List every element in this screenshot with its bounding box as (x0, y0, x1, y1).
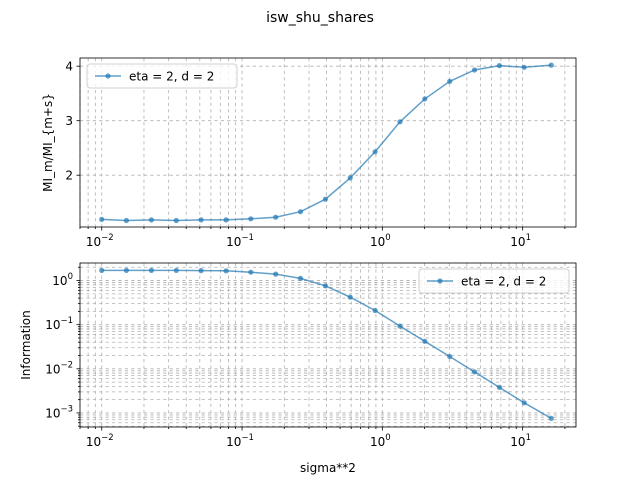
bottom-data-point (372, 307, 378, 314)
bottom-legend-box (418, 268, 570, 294)
bottom-data-point (273, 271, 279, 277)
bottom-data-point (496, 384, 502, 390)
top-data-point (521, 64, 527, 70)
top-legend-marker (105, 73, 111, 79)
top-plot-frame (79, 57, 577, 228)
top-data-point (397, 119, 403, 125)
bottom-x-axis-label: sigma**2 (300, 461, 356, 475)
bottom-data-point (397, 323, 403, 329)
top-data-point (248, 216, 254, 222)
bottom-x-tick-label: 101 (510, 433, 531, 449)
top-data-point (372, 149, 378, 155)
top-data-point (297, 209, 304, 215)
top-data-point (471, 67, 478, 73)
bottom-data-point (99, 267, 105, 273)
bottom-data-point (123, 267, 129, 273)
top-chart-panel: 10−2 10−1 100 101 2 3 4 MI_m/MI_{m+s} eta = 2, d… (41, 57, 577, 249)
top-data-point (273, 214, 279, 220)
top-data-point (548, 62, 554, 68)
top-data-point (322, 196, 328, 202)
bottom-x-tick-label: 100 (370, 433, 391, 449)
bottom-x-tick-label: 10−2 (86, 433, 114, 449)
bottom-legend-label: eta = 2, d = 2 (461, 275, 546, 289)
bottom-x-tick-label: 10−1 (226, 433, 254, 449)
top-data-point (148, 217, 154, 223)
top-data-point (123, 217, 129, 224)
top-x-tick-label: 10−2 (86, 233, 114, 249)
top-data-point (198, 217, 204, 223)
bottom-chart-panel: 10−2 10−1 100 101 10−3 10−2 10−1 100 Information… (19, 262, 577, 475)
bottom-data-point (347, 294, 353, 300)
bottom-data-point (548, 415, 554, 421)
bottom-data-point (422, 338, 428, 344)
top-y-tick-label: 2 (65, 169, 73, 183)
top-y-axis-label: MI_m/MI_{m+s} (41, 93, 55, 192)
top-data-point (223, 217, 229, 223)
top-y-tick-label: 3 (65, 114, 73, 128)
figure-title: isw_shu_shares (266, 10, 374, 26)
top-data-point (347, 175, 353, 181)
top-data-point (173, 217, 179, 224)
bottom-data-point (173, 267, 179, 273)
top-legend: eta = 2, d = 2 (86, 63, 238, 89)
top-y-tick-label: 4 (65, 60, 73, 74)
bottom-data-point (223, 268, 229, 274)
bottom-data-point (471, 369, 478, 375)
bottom-y-tick-label: 10−2 (45, 360, 73, 376)
bottom-y-tick-label: 10−3 (45, 404, 73, 420)
bottom-data-point (297, 275, 304, 281)
top-data-point (496, 63, 502, 69)
bottom-data-point (322, 283, 328, 289)
bottom-plot-frame (79, 262, 577, 428)
top-legend-label: eta = 2, d = 2 (129, 70, 214, 84)
bottom-y-axis-label: Information (19, 310, 33, 379)
top-data-point (99, 216, 105, 222)
top-data-point (447, 78, 453, 84)
bottom-data-point (248, 269, 254, 275)
bottom-data-point (521, 400, 527, 406)
top-x-tick-label: 100 (370, 233, 391, 249)
bottom-y-tick-label: 10−1 (45, 316, 73, 332)
bottom-legend-marker (437, 278, 443, 284)
bottom-data-point (148, 267, 154, 273)
top-data-point (422, 96, 428, 102)
bottom-data-point (198, 268, 204, 274)
top-x-tick-label: 101 (510, 233, 531, 249)
top-legend-box (86, 63, 238, 89)
bottom-legend: eta = 2, d = 2 (418, 268, 570, 294)
bottom-data-point (447, 353, 453, 360)
top-x-tick-label: 10−1 (226, 233, 254, 249)
bottom-y-tick-label: 100 (52, 272, 73, 288)
